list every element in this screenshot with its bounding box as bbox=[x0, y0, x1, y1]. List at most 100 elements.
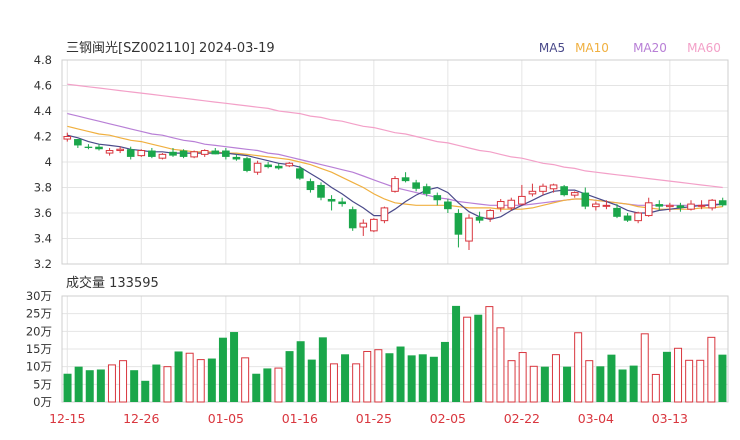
candle-body bbox=[348, 209, 357, 229]
candle bbox=[306, 178, 315, 193]
candle-body bbox=[644, 202, 653, 217]
legend: MA5 MA10 MA20 MA60 bbox=[539, 41, 721, 55]
volume-bar bbox=[440, 341, 449, 402]
candle-body bbox=[560, 186, 568, 196]
candle-body bbox=[391, 178, 399, 192]
candle-body bbox=[592, 203, 600, 208]
volume-bar bbox=[585, 360, 594, 403]
volume-title: 成交量 133595 bbox=[66, 275, 159, 291]
candle-body bbox=[137, 150, 146, 157]
candle-body bbox=[486, 209, 494, 219]
candle bbox=[253, 160, 262, 175]
price-tick-label: 3.8 bbox=[34, 181, 52, 195]
volume-bar bbox=[596, 366, 605, 402]
candle-body bbox=[570, 192, 579, 196]
volume-bar bbox=[230, 332, 239, 402]
volume-bar bbox=[363, 350, 372, 403]
candle-body bbox=[433, 195, 442, 201]
candle-body bbox=[126, 149, 135, 157]
candle-body bbox=[465, 217, 473, 242]
candle bbox=[274, 163, 283, 170]
candle bbox=[243, 156, 251, 173]
candle bbox=[338, 197, 346, 207]
x-tick-label: 02-22 bbox=[504, 411, 540, 426]
x-tick-label: 03-04 bbox=[578, 411, 614, 426]
candle-body bbox=[200, 150, 209, 155]
candle-body bbox=[317, 184, 325, 198]
volume-tick-label: 20万 bbox=[26, 324, 52, 338]
candle-body bbox=[63, 136, 72, 140]
volume-bar bbox=[452, 305, 461, 402]
candle bbox=[708, 198, 716, 211]
candle-body bbox=[401, 177, 410, 182]
candle-body bbox=[285, 162, 294, 167]
volume-tick-label: 0万 bbox=[33, 395, 52, 409]
legend-ma60: MA60 bbox=[687, 41, 721, 55]
candle-body bbox=[549, 184, 558, 190]
volume-bar bbox=[96, 369, 105, 402]
candle bbox=[486, 209, 494, 222]
candle-body bbox=[655, 204, 664, 207]
candle-body bbox=[708, 199, 716, 209]
ma-line-ma60 bbox=[67, 83, 723, 189]
candle bbox=[433, 192, 442, 206]
candle bbox=[539, 183, 547, 196]
volume-bar bbox=[685, 359, 694, 403]
volume-bar bbox=[563, 366, 572, 402]
volume-bar bbox=[263, 368, 272, 402]
volume-bar bbox=[285, 351, 294, 402]
candle-body bbox=[666, 204, 674, 208]
candle bbox=[296, 165, 304, 180]
volume-bar bbox=[318, 337, 327, 402]
volume-tick-label: 15万 bbox=[26, 342, 52, 356]
candle bbox=[718, 197, 727, 207]
candle-body bbox=[74, 139, 82, 146]
volume-tick-label: 25万 bbox=[26, 307, 52, 321]
candle-body bbox=[380, 207, 389, 222]
candle-body bbox=[95, 146, 103, 150]
candle bbox=[623, 213, 632, 222]
volume-bar bbox=[341, 354, 350, 402]
volume-bar bbox=[629, 365, 638, 402]
candle-body bbox=[718, 200, 727, 206]
volume-tick-label: 5万 bbox=[33, 377, 52, 391]
candle-body bbox=[475, 216, 484, 221]
x-tick-label: 02-05 bbox=[430, 411, 466, 426]
volume-tick-label: 30万 bbox=[26, 289, 52, 303]
candle-body bbox=[359, 222, 368, 228]
volume-bar bbox=[407, 355, 416, 402]
candle bbox=[412, 179, 420, 192]
candle-body bbox=[623, 215, 632, 221]
candle bbox=[158, 153, 167, 160]
legend-ma20: MA20 bbox=[633, 41, 667, 55]
volume-bar bbox=[119, 360, 128, 403]
candle-body bbox=[222, 150, 230, 157]
price-tick-label: 3.4 bbox=[34, 232, 52, 246]
volume-panel: 0万 5万 10万 15万 20万 25万 30万 bbox=[26, 289, 729, 409]
candle bbox=[581, 187, 590, 210]
volume-bar bbox=[307, 359, 316, 402]
price-tick-label: 4.4 bbox=[34, 104, 52, 118]
candle bbox=[380, 206, 389, 224]
x-tick-label: 12-26 bbox=[123, 411, 159, 426]
candle-body bbox=[274, 165, 283, 169]
candle-body bbox=[613, 207, 621, 217]
volume-bar bbox=[540, 366, 549, 402]
price-tick-label: 4.6 bbox=[34, 79, 52, 93]
candle-body bbox=[190, 151, 198, 158]
volume-bar bbox=[241, 357, 250, 403]
candle bbox=[454, 209, 463, 248]
volume-bar bbox=[696, 359, 705, 403]
price-tick-label: 4.2 bbox=[34, 130, 52, 144]
x-tick-label: 01-16 bbox=[282, 411, 318, 426]
candle bbox=[169, 147, 177, 157]
candle-body bbox=[232, 156, 241, 160]
candle bbox=[63, 132, 72, 142]
candle-body bbox=[84, 146, 93, 148]
candle bbox=[84, 144, 93, 150]
candle bbox=[285, 162, 294, 168]
ma-line-ma10 bbox=[67, 125, 723, 210]
candle-body bbox=[687, 203, 695, 210]
candle bbox=[401, 172, 410, 183]
volume-frame bbox=[61, 295, 729, 403]
